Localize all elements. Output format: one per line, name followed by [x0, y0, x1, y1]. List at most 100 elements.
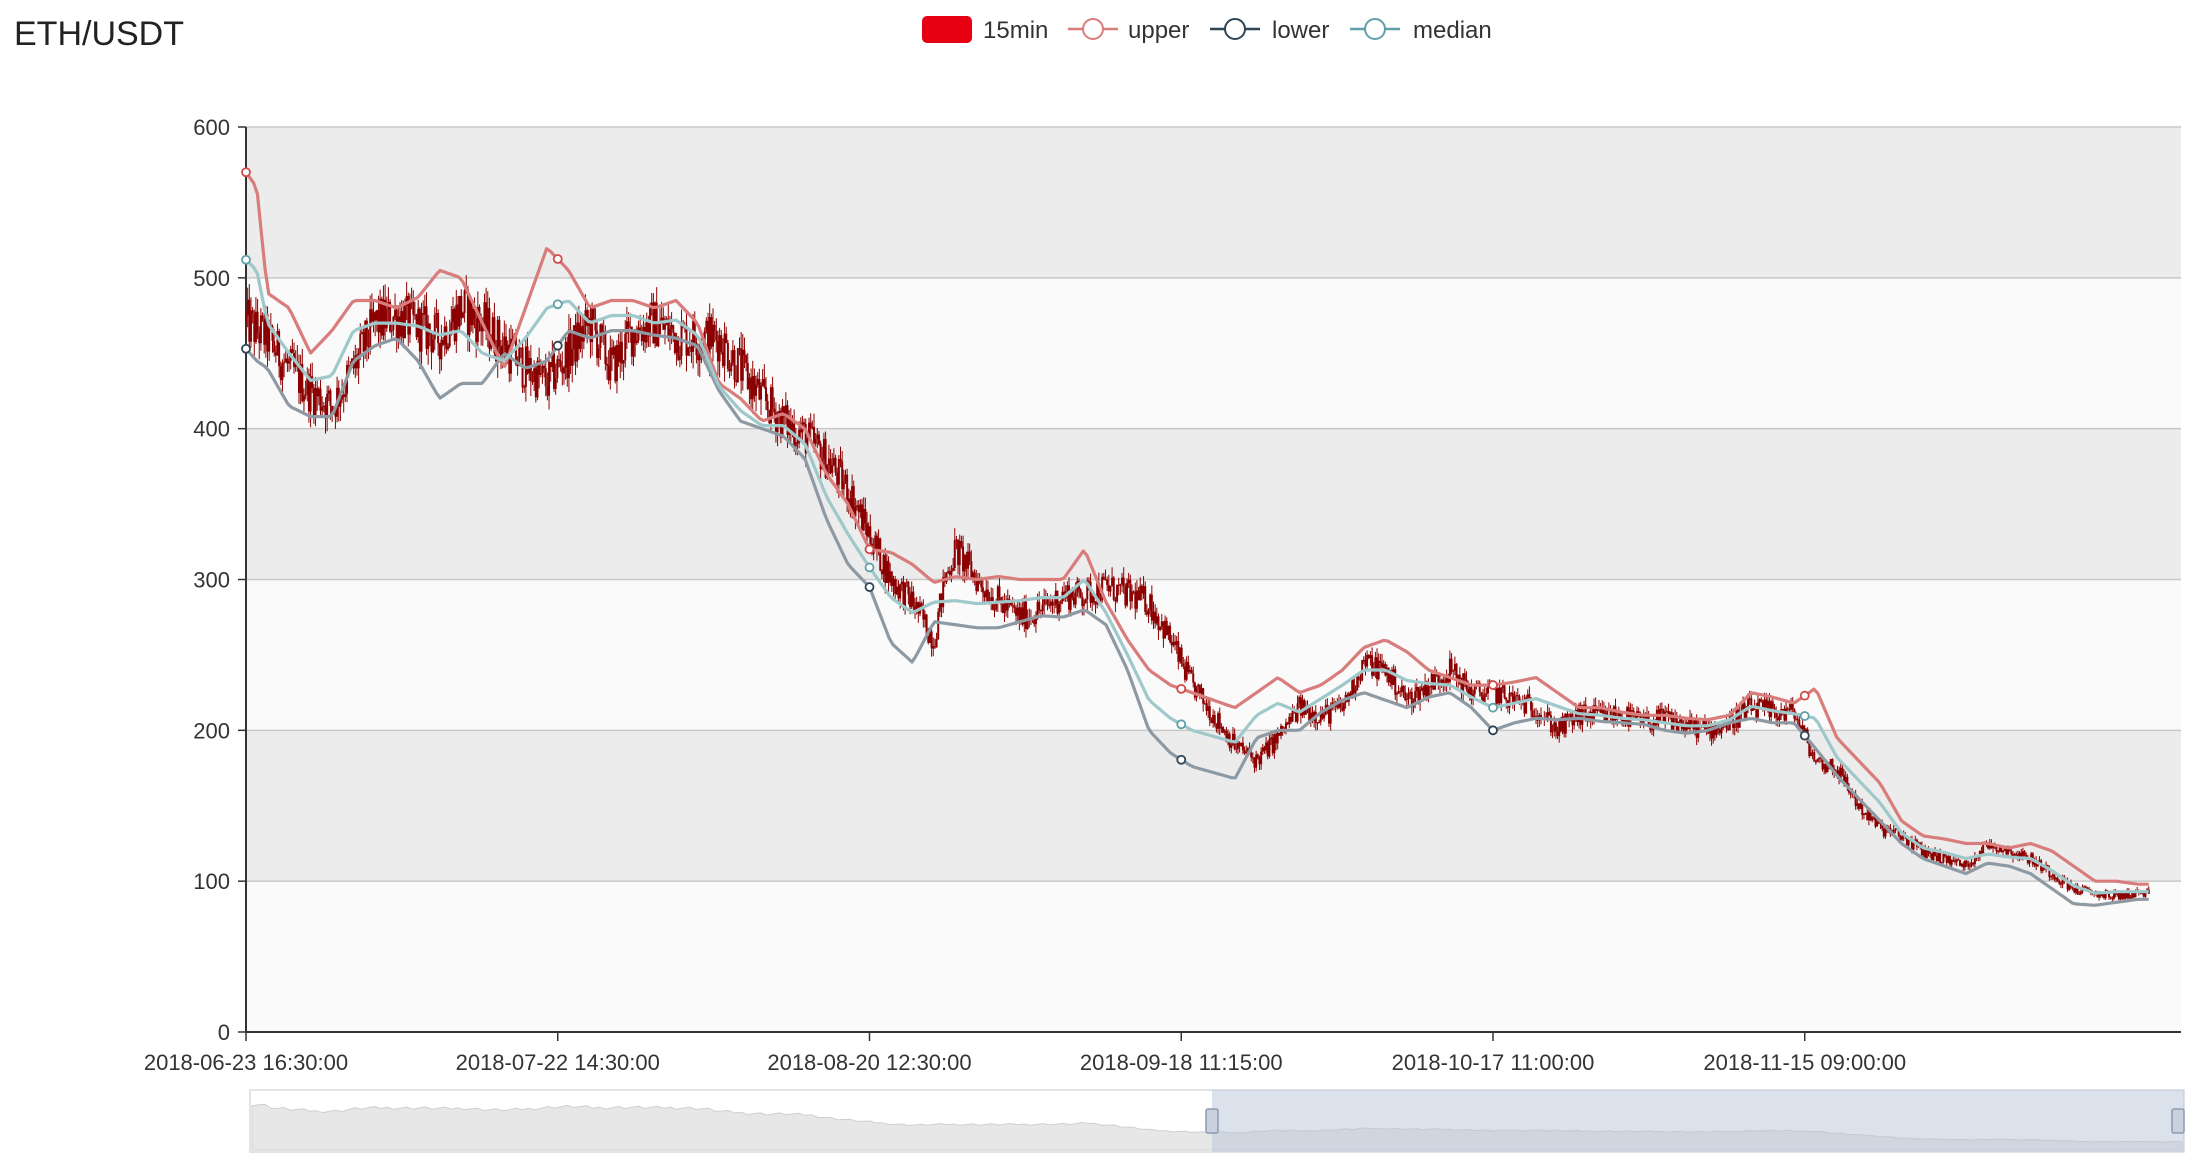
candle-body — [1953, 861, 1956, 863]
candle-body — [753, 375, 756, 396]
zoom-handle-left[interactable] — [1205, 1108, 1219, 1134]
candle-body — [1039, 610, 1042, 612]
line-marker-lower[interactable] — [1488, 725, 1498, 736]
candle-body — [1112, 577, 1115, 600]
candle-body — [1952, 860, 1955, 862]
candle-body — [1511, 692, 1514, 704]
candle-body — [955, 539, 958, 541]
candle-body — [273, 340, 276, 353]
line-marker-upper[interactable] — [241, 167, 251, 178]
line-marker-lower[interactable] — [241, 343, 251, 354]
candle-body — [1169, 625, 1172, 642]
line-marker-median[interactable] — [1176, 719, 1187, 730]
candle-body — [599, 324, 602, 349]
zoom-selected-window[interactable] — [1212, 1090, 2184, 1152]
line-marker-lower[interactable] — [864, 582, 875, 592]
candle-body — [692, 320, 695, 352]
candle-body — [846, 474, 849, 503]
candle-body — [1972, 862, 1975, 865]
line-marker-lower[interactable] — [1176, 754, 1187, 765]
candle-body — [427, 323, 430, 349]
x-tick-label: 2018-07-22 14:30:00 — [456, 1050, 660, 1075]
candle-body — [1715, 725, 1718, 736]
candle-body — [1733, 724, 1736, 729]
candle-body — [930, 631, 933, 649]
candle-body — [728, 369, 731, 372]
line-marker-median[interactable] — [1799, 711, 1810, 721]
candle-body — [569, 329, 572, 366]
candle-body — [1437, 674, 1440, 683]
candle-body — [1495, 688, 1498, 704]
legend-item-upper[interactable]: upper — [1068, 17, 1189, 44]
line-marker-median[interactable] — [1488, 702, 1498, 713]
candle-body — [672, 325, 675, 333]
candle-body — [1058, 603, 1061, 614]
y-tick-label: 300 — [193, 568, 230, 593]
candle-body — [890, 571, 893, 586]
candle-body — [1518, 696, 1521, 702]
line-marker-upper[interactable] — [1176, 683, 1187, 694]
candle-body — [471, 308, 474, 326]
candle-body — [766, 401, 769, 411]
candle-body — [811, 426, 814, 428]
candle-body — [531, 381, 534, 383]
line-marker-lower[interactable] — [1799, 730, 1810, 741]
candle-body — [990, 597, 993, 603]
candle-body — [1142, 586, 1145, 594]
candle-body — [1831, 759, 1834, 769]
line-marker-median[interactable] — [552, 299, 563, 310]
candle-body — [1813, 752, 1816, 762]
legend-item-median[interactable]: median — [1350, 17, 1492, 44]
candle-body — [1987, 843, 1990, 849]
candle-body — [1857, 803, 1860, 809]
candle-body — [248, 299, 251, 342]
candle-body — [629, 326, 632, 328]
line-marker-upper[interactable] — [552, 254, 563, 264]
candle-body — [556, 359, 559, 379]
candle-body — [1167, 625, 1170, 636]
candle-body — [637, 327, 640, 341]
line-upper[interactable] — [244, 171, 2149, 886]
line-marker-upper[interactable] — [1799, 690, 1810, 701]
candle-body — [957, 539, 960, 566]
candle-body — [1564, 713, 1567, 734]
line-lower[interactable] — [244, 329, 2149, 907]
candle-body — [1920, 845, 1923, 856]
candle-body — [1121, 577, 1124, 584]
candle-body — [1024, 601, 1027, 630]
legend-swatch-candles — [922, 16, 972, 43]
candle-body — [417, 308, 420, 338]
candle-body — [480, 322, 483, 332]
candle-body — [1430, 673, 1433, 688]
candle-body — [1414, 691, 1417, 703]
candle-body — [268, 325, 271, 352]
candle-body — [1501, 685, 1504, 688]
candle-body — [619, 341, 622, 363]
data-zoom-slider[interactable] — [249, 1089, 2185, 1153]
x-tick-label: 2018-08-20 12:30:00 — [767, 1050, 971, 1075]
candle-body — [1929, 852, 1932, 854]
candle-body — [2127, 890, 2130, 899]
candle-body — [1132, 591, 1135, 593]
line-marker-upper[interactable] — [1488, 680, 1498, 690]
candle-body — [1352, 677, 1355, 694]
candle-body — [553, 353, 556, 389]
candle-body — [256, 311, 259, 333]
candle-body — [639, 327, 642, 334]
zoom-handle-right[interactable] — [2171, 1108, 2185, 1134]
line-marker-lower[interactable] — [552, 340, 563, 351]
line-marker-upper[interactable] — [864, 544, 875, 555]
line-median[interactable] — [244, 258, 2149, 895]
candle-body — [781, 406, 784, 438]
line-marker-median[interactable] — [241, 254, 251, 265]
line-marker-median[interactable] — [864, 562, 875, 573]
candle-body — [914, 606, 917, 613]
candle-body — [1949, 856, 1952, 865]
candle-body — [1500, 687, 1503, 703]
legend-item-candles[interactable]: 15min — [922, 16, 1048, 44]
legend-item-lower[interactable]: lower — [1210, 17, 1329, 44]
candle-body — [814, 438, 817, 444]
candle-body — [842, 481, 845, 489]
candle-body — [1015, 608, 1018, 616]
candle-body — [1069, 589, 1072, 610]
